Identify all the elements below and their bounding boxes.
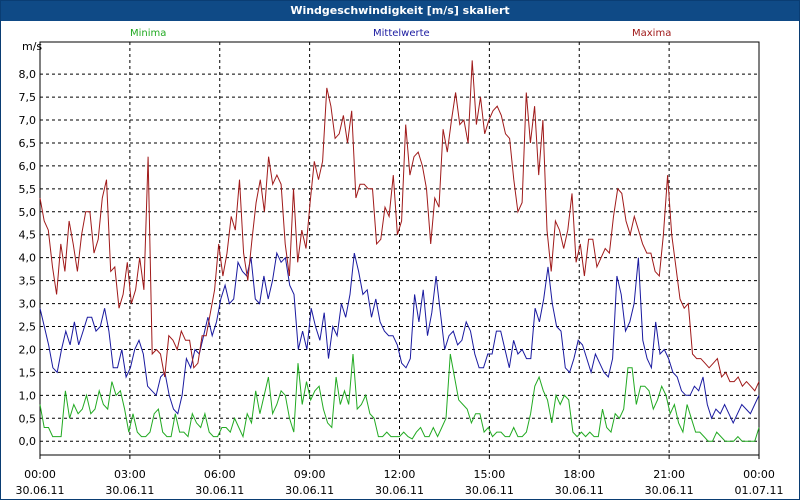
y-tick-label: 1,0 <box>19 389 37 402</box>
y-tick-label: 4,0 <box>19 252 37 265</box>
x-tick-date: 30.06.11 <box>555 484 604 497</box>
y-tick-label: 6,5 <box>19 137 37 150</box>
chart-title: Windgeschwindigkeit [m/s] skaliert <box>1 1 799 21</box>
y-tick-label: 0,5 <box>19 412 37 425</box>
y-tick-label: 4,5 <box>19 229 37 242</box>
y-tick-label: 3,0 <box>19 298 37 311</box>
x-tick-date: 30.06.11 <box>195 484 244 497</box>
x-tick-time: 06:00 <box>204 468 236 481</box>
legend-maxima: Maxima <box>632 28 671 39</box>
y-tick-label: 0,0 <box>19 435 37 448</box>
y-tick-label: 7,0 <box>19 114 37 127</box>
x-tick-time: 09:00 <box>294 468 326 481</box>
y-tick-label: 3,5 <box>19 275 37 288</box>
y-tick-label: 5,5 <box>19 183 37 196</box>
y-axis-label: m/s <box>22 40 42 53</box>
grid-lines <box>40 42 759 455</box>
x-tick-time: 00:00 <box>24 468 56 481</box>
x-tick-time: 18:00 <box>563 468 595 481</box>
legend-mittelwerte: Mittelwerte <box>373 28 430 39</box>
x-tick-time: 00:00 <box>743 468 775 481</box>
x-tick-time: 15:00 <box>474 468 506 481</box>
plot-border <box>39 41 760 456</box>
series-line-maxima <box>39 60 760 392</box>
y-tick-label: 2,0 <box>19 343 37 356</box>
y-tick-label: 8,0 <box>19 68 37 81</box>
x-tick-date: 30.06.11 <box>645 484 694 497</box>
x-tick-time: 12:00 <box>384 468 416 481</box>
tick-labels: 0,0 0,5 1,0 1,5 2,0 2,5 3,0 3,5 4,0 4,5 5,0 5,5 6,0 6… <box>16 68 784 497</box>
x-tick-date: 30.06.11 <box>285 484 334 497</box>
y-tick-label: 2,5 <box>19 321 37 334</box>
y-tick-label: 5,0 <box>19 206 37 219</box>
y-tick-label: 1,5 <box>19 366 37 379</box>
y-tick-label: 7,5 <box>19 91 37 104</box>
x-tick-time: 03:00 <box>114 468 146 481</box>
series-lines <box>39 60 760 442</box>
x-tick-date: 30.06.11 <box>16 484 65 497</box>
x-tick-date: 30.06.11 <box>375 484 424 497</box>
x-tick-date: 30.06.11 <box>105 484 154 497</box>
x-tick-time: 21:00 <box>653 468 685 481</box>
axes <box>39 41 760 459</box>
x-tick-date: 30.06.11 <box>465 484 514 497</box>
y-tick-label: 6,0 <box>19 160 37 173</box>
series-line-minima <box>39 353 760 442</box>
series-line-mittelwerte <box>39 251 760 425</box>
legend-minima: Minima <box>130 28 166 39</box>
x-tick-date: 01.07.11 <box>735 484 784 497</box>
